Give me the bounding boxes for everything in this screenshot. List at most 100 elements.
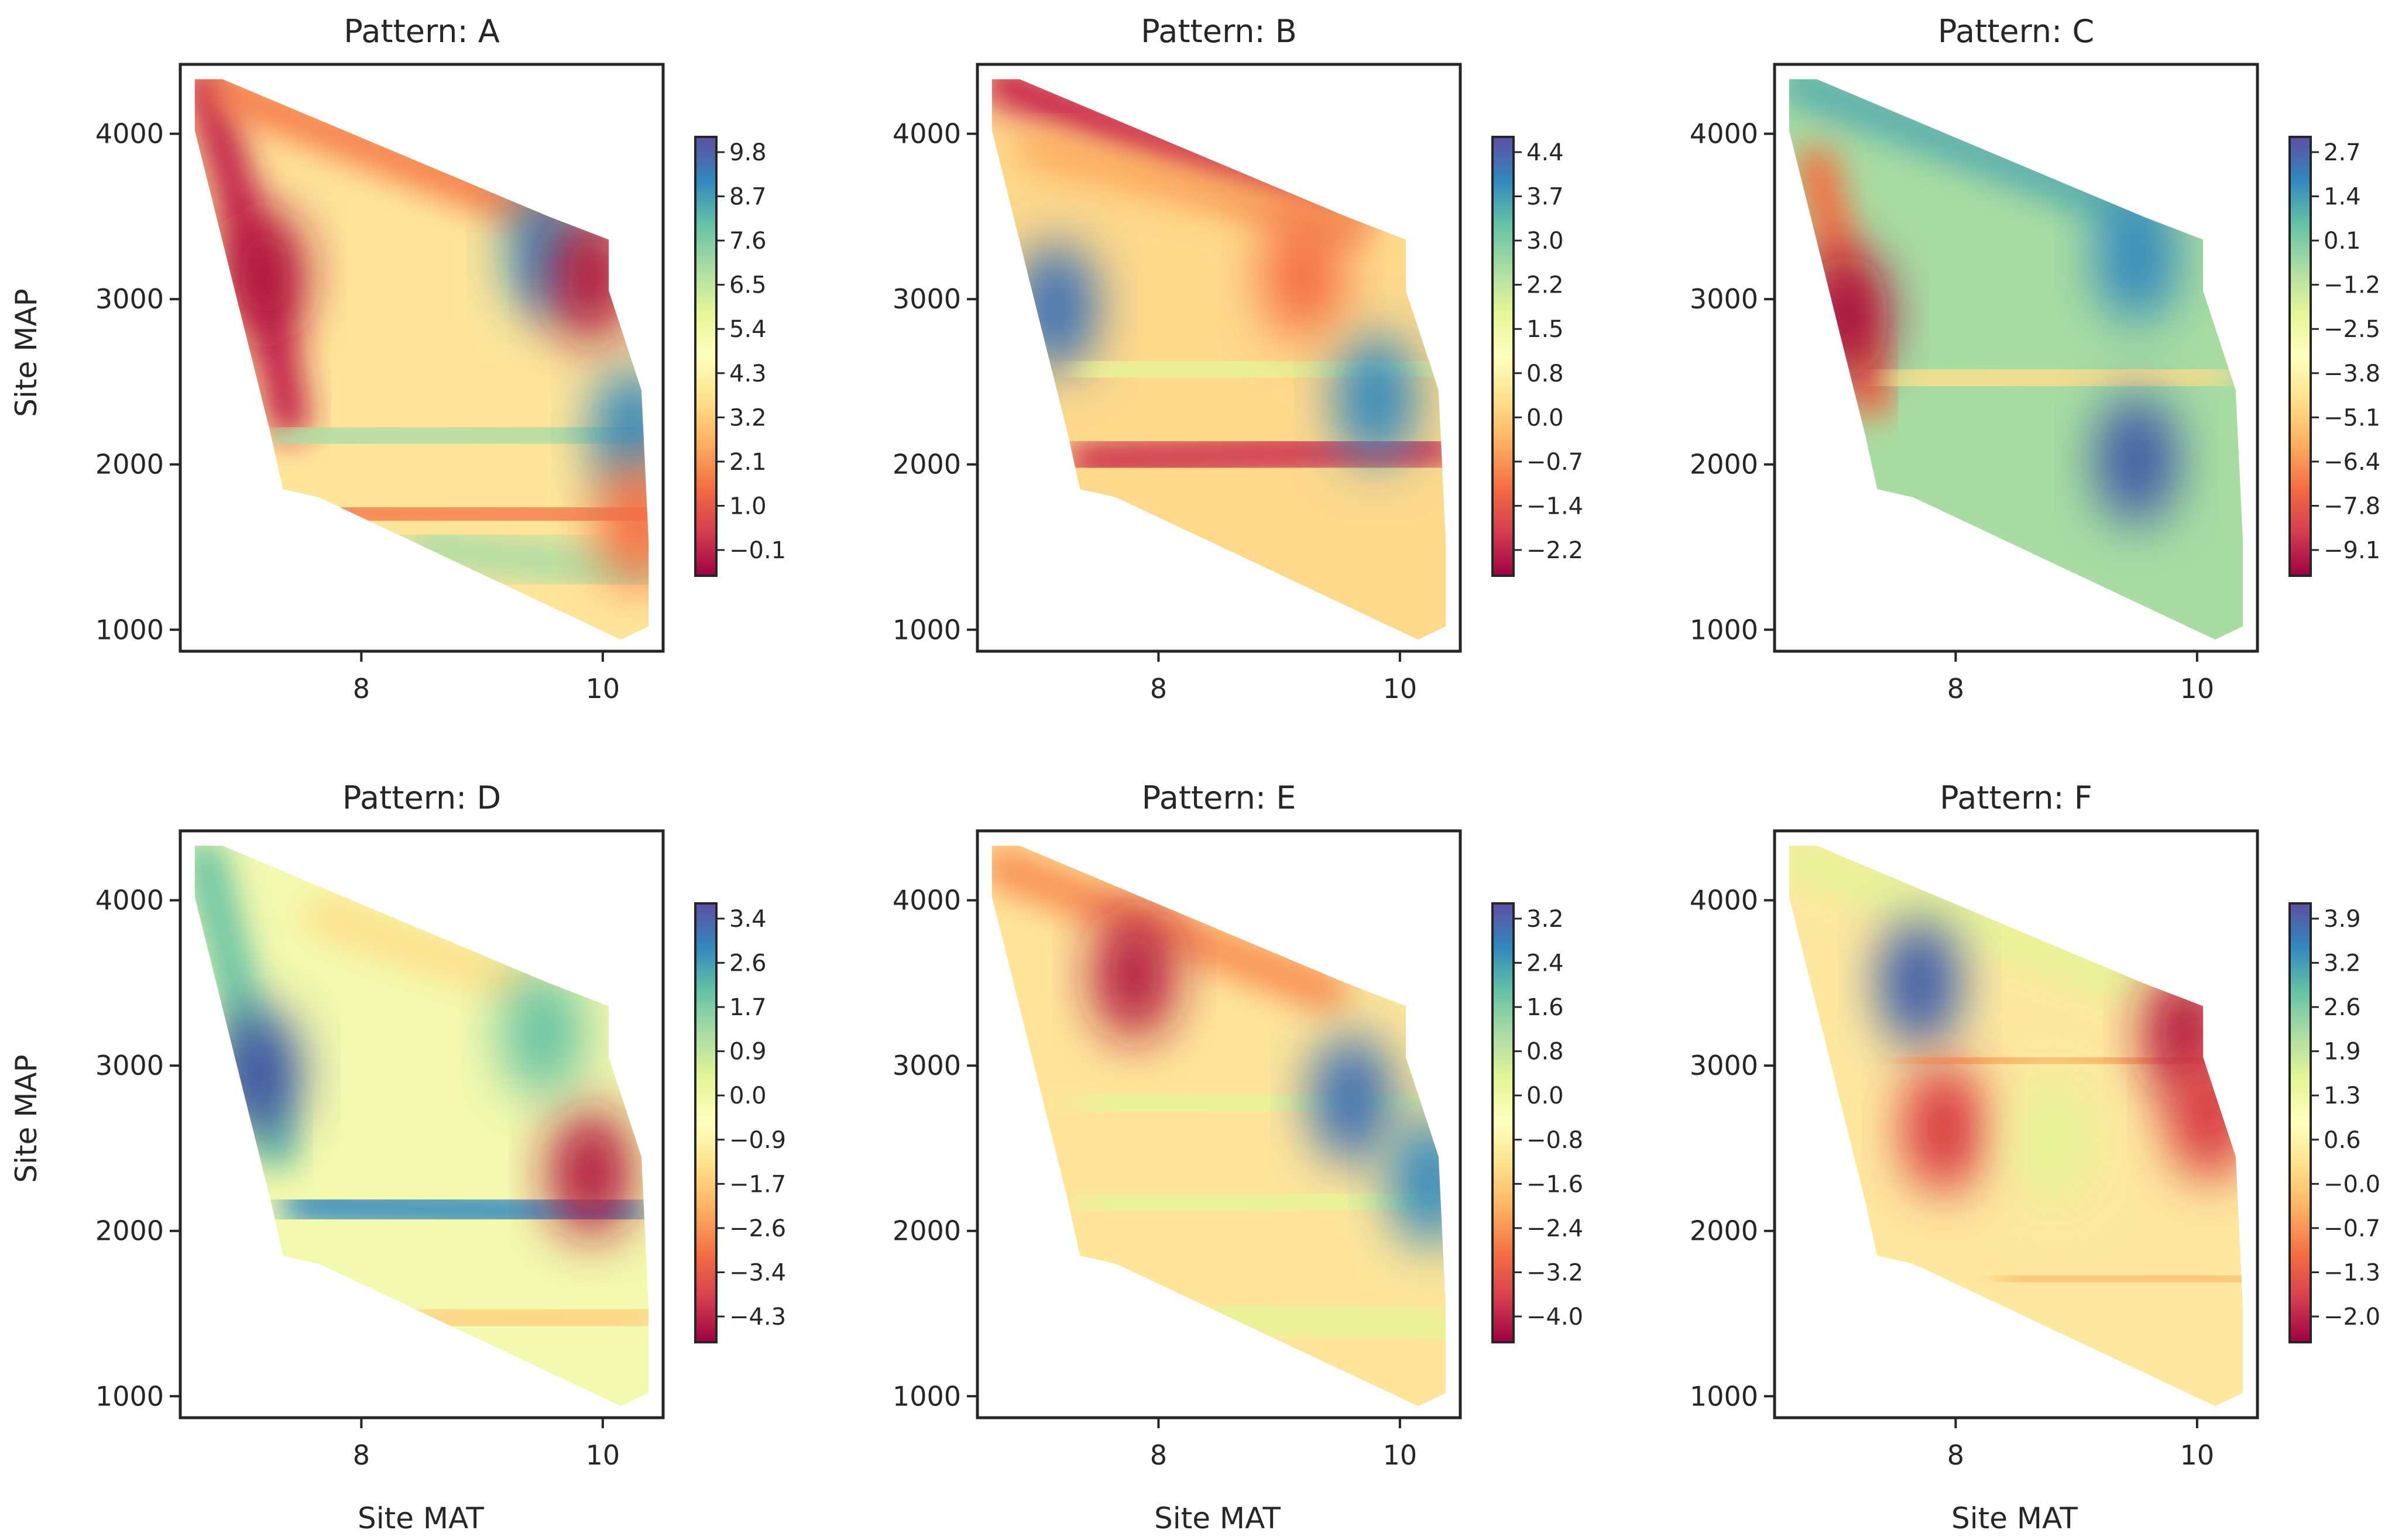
x-axis-label: Site MAT	[1154, 1501, 1281, 1535]
y-tick-label: 3000	[95, 283, 164, 315]
panel-title: Pattern: C	[1938, 13, 2094, 50]
colorbar-tick-label: 2.1	[729, 449, 767, 476]
panel-title: Pattern: B	[1141, 13, 1297, 50]
axes-frame	[179, 829, 665, 1419]
colorbar-tick-label: −4.0	[1526, 1304, 1583, 1331]
contour-band	[268, 411, 649, 460]
colorbar-tick-label: −2.0	[2324, 1304, 2380, 1331]
y-tick-label: 1000	[1690, 614, 1758, 645]
colorbar-tick-label: −4.3	[729, 1304, 786, 1331]
colorbar-tick-label: −1.2	[2324, 272, 2380, 299]
y-tick-label: 4000	[95, 118, 164, 150]
colorbar-tick-label: 0.0	[729, 1082, 767, 1109]
colorbar-tick-label: 2.7	[2324, 139, 2361, 166]
panel-5: Pattern: F 8 10 1000 2000 3000 4000 3.9 3.2 2.6 1.…	[1690, 779, 2380, 1471]
colorbar-tick-label: −7.8	[2324, 493, 2380, 520]
colorbar-tick-label: 3.4	[729, 906, 767, 933]
colorbar-tick-label: 4.4	[1526, 139, 1564, 166]
contour-field	[991, 845, 1446, 1407]
colorbar	[2288, 136, 2312, 577]
colorbar-tick-label: −0.1	[729, 537, 786, 564]
y-tick-label: 3000	[1690, 283, 1758, 315]
colorbar-tick-label: 0.8	[1526, 360, 1564, 387]
panel-0: Pattern: A 8 10 1000 2000 3000 4000 9.8 8.7 7.6 6.…	[95, 13, 786, 704]
contour-blob	[1389, 1116, 1446, 1246]
x-tick-label: 8	[1150, 1439, 1167, 1471]
contour-band	[401, 527, 649, 593]
y-tick-label: 2000	[1690, 1215, 1758, 1247]
y-tick-label: 3000	[1690, 1050, 1758, 1081]
y-tick-label: 3000	[893, 283, 961, 315]
contour-field	[194, 845, 649, 1407]
colorbar-tick-label: −9.1	[2324, 537, 2380, 564]
y-axis-label: Site MAP	[9, 288, 43, 417]
contour-blob	[2095, 193, 2178, 322]
colorbar-tick-label: 2.6	[729, 950, 767, 977]
colorbar-tick-label: −3.8	[2324, 360, 2380, 387]
colorbar-tick-label: −6.4	[2324, 449, 2380, 476]
y-tick-label: 1000	[893, 614, 961, 645]
colorbar-tick-label: 1.5	[1526, 316, 1564, 343]
contour-blob	[218, 1009, 300, 1139]
colorbar-tick-label: 3.9	[2324, 906, 2361, 933]
colorbar-tick-label: −2.6	[729, 1215, 786, 1242]
contour-blob	[224, 209, 306, 339]
x-tick-label: 10	[1383, 1439, 1418, 1471]
y-axis-label: Site MAP	[9, 1054, 43, 1182]
colorbar-tick-label: 0.1	[2324, 228, 2361, 255]
contour-blob	[1902, 1064, 1985, 1193]
contour-blob	[550, 1108, 632, 1238]
y-tick-label: 1000	[95, 614, 164, 645]
colorbar-tick-label: 6.5	[729, 272, 767, 299]
panel-3: Pattern: D 8 10 1000 2000 3000 4000 3.4 2.6 1.7 0.…	[95, 779, 786, 1471]
colorbar-tick-label: 0.6	[2324, 1127, 2361, 1154]
contour-band	[1198, 1293, 1446, 1351]
contour-band	[991, 847, 1348, 1012]
y-tick-label: 1000	[893, 1380, 961, 1412]
colorbar-tick-label: −1.3	[2324, 1259, 2380, 1286]
colorbar-tick-label: −0.0	[2324, 1171, 2380, 1198]
x-tick-label: 8	[1150, 673, 1167, 704]
colorbar-tick-label: −0.7	[2324, 1215, 2380, 1242]
x-tick-label: 8	[1947, 673, 1964, 704]
colorbar-tick-label: 1.4	[2324, 184, 2361, 211]
colorbar-tick-label: 0.0	[1526, 1082, 1564, 1109]
contour-blob	[2168, 1050, 2243, 1180]
contour-band	[401, 1293, 649, 1343]
colorbar-tick-label: 1.9	[2324, 1039, 2361, 1065]
colorbar-tick-label: 1.6	[1526, 994, 1564, 1021]
colorbar-tick-label: 1.0	[729, 493, 767, 520]
colorbar-tick-label: 3.2	[729, 404, 767, 431]
contour-band	[1789, 845, 2146, 1003]
contour-field	[1789, 845, 2243, 1407]
panel-title: Pattern: D	[342, 779, 501, 816]
colorbar-tick-label: 5.4	[729, 316, 767, 343]
colorbar	[1491, 902, 1515, 1343]
colorbar-tick-label: 3.0	[1526, 228, 1564, 255]
x-axis-label: Site MAT	[1951, 1501, 2078, 1535]
contour-blob	[598, 458, 649, 587]
contour-band	[304, 896, 539, 1003]
panel-2: Pattern: C 8 10 1000 2000 3000 4000 2.7 1.4 0.1 −1…	[1690, 13, 2380, 704]
colorbar-tick-label: 3.7	[1526, 184, 1564, 211]
colorbar-tick-label: 4.3	[729, 360, 767, 387]
colorbar-tick-label: −0.9	[729, 1127, 786, 1154]
contour-blob	[1262, 209, 1344, 339]
y-tick-label: 3000	[893, 1050, 961, 1081]
y-tick-label: 2000	[893, 449, 961, 480]
colorbar-tick-label: −3.2	[1526, 1259, 1583, 1286]
colorbar-tick-label: 3.2	[2324, 950, 2361, 977]
contour-blob	[1334, 334, 1417, 463]
colorbar-tick-label: 2.4	[1526, 950, 1564, 977]
colorbar-tick-label: 8.7	[729, 184, 767, 211]
colorbar-tick-label: −1.4	[1526, 493, 1583, 520]
contour-blob	[550, 213, 632, 342]
y-tick-label: 4000	[893, 118, 961, 150]
contour-band	[208, 79, 563, 234]
panel-title: Pattern: E	[1142, 779, 1296, 816]
axes-frame	[976, 63, 1462, 653]
contour-field	[194, 79, 649, 640]
x-tick-label: 10	[2180, 1439, 2215, 1471]
colorbar-tick-label: 2.2	[1526, 272, 1564, 299]
